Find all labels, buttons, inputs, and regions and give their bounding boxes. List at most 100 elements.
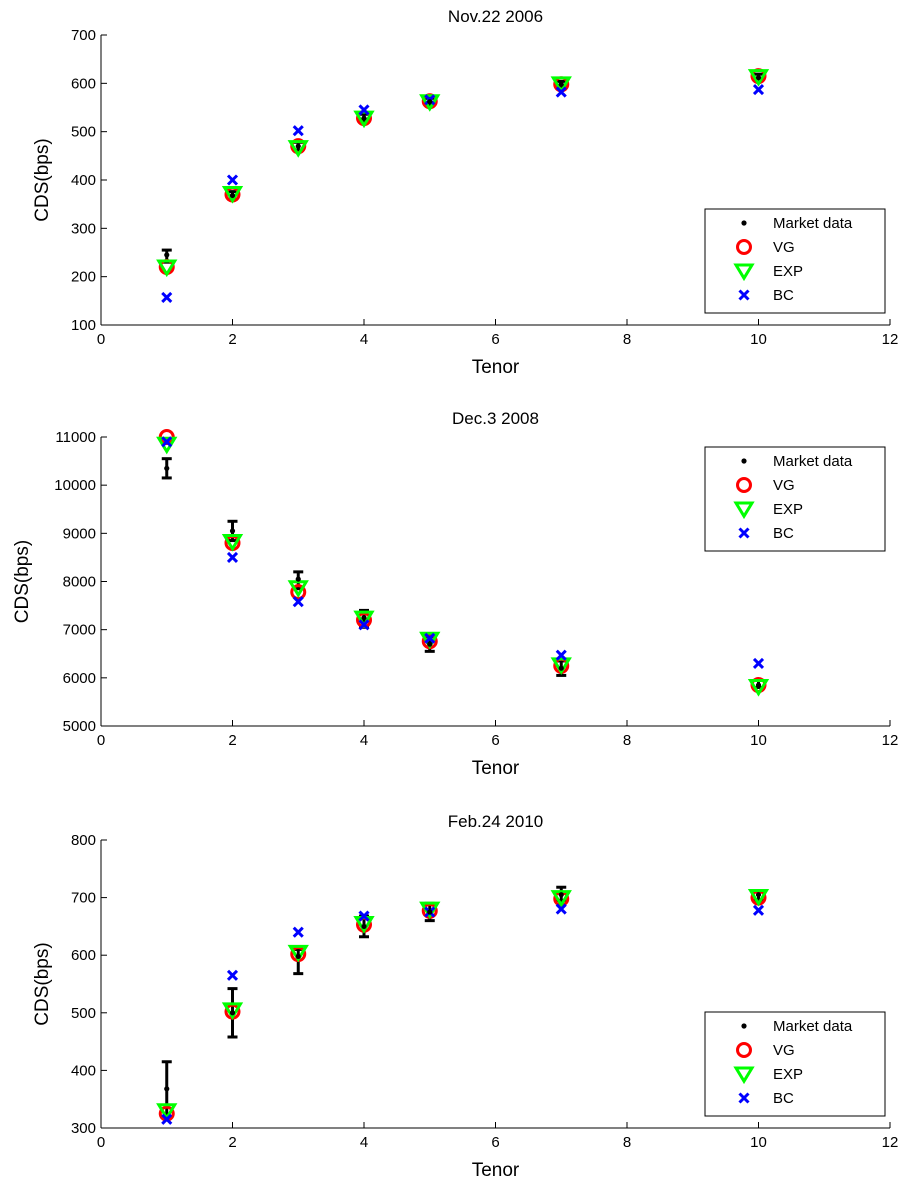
bc-point xyxy=(292,596,304,608)
series-exp xyxy=(156,69,770,278)
market-data-point xyxy=(361,615,367,621)
market-data-point xyxy=(164,465,170,471)
bc-point xyxy=(424,632,436,644)
x-tick-label: 4 xyxy=(360,732,368,749)
bc-point xyxy=(226,174,239,186)
vg-point xyxy=(290,584,307,601)
bc-point xyxy=(161,1113,173,1125)
subplot-3: Feb.24 2010 0 2 4 6 8 10 12 300 400 500 600 700 800 Te… xyxy=(32,812,898,1181)
legend-label: BC xyxy=(773,525,794,542)
series-market-data xyxy=(164,892,762,1092)
legend-label: Market data xyxy=(773,1018,853,1035)
legend-label: Market data xyxy=(773,215,853,232)
y-tick-label: 200 xyxy=(71,269,96,286)
x-tick-label: 8 xyxy=(623,1134,631,1151)
y-tick-label: 300 xyxy=(71,220,96,237)
exp-point xyxy=(550,76,572,94)
exp-point xyxy=(221,534,244,552)
x-tick-label: 2 xyxy=(228,732,236,749)
exp-point xyxy=(287,140,309,158)
x-tick-label: 8 xyxy=(623,732,631,749)
legend-marker xyxy=(736,1042,752,1058)
x-tick-label: 10 xyxy=(750,1134,767,1151)
y-tick-label: 300 xyxy=(71,1120,96,1137)
exp-point xyxy=(747,69,770,87)
exp-point xyxy=(353,110,375,129)
bc-point xyxy=(555,86,567,98)
series-vg xyxy=(158,429,767,694)
exp-point xyxy=(221,1002,244,1021)
legend-marker xyxy=(736,239,752,255)
legend-label: VG xyxy=(773,1042,795,1059)
market-data-point xyxy=(229,528,236,534)
legend-marker xyxy=(738,289,750,301)
market-data-point xyxy=(295,143,301,149)
y-tick-label: 9000 xyxy=(63,525,96,542)
market-data-point xyxy=(361,923,367,930)
market-data-point xyxy=(295,576,301,582)
x-tick-label: 6 xyxy=(491,1134,499,1151)
subplot-2: Dec.3 2008 0 2 4 6 8 10 12 5000 6000 7000 8000 9000 1… xyxy=(12,409,898,779)
bc-point xyxy=(555,903,567,915)
market-data-point xyxy=(558,892,564,898)
bc-point xyxy=(358,104,370,116)
x-tick-label: 12 xyxy=(882,1134,899,1151)
bc-point xyxy=(752,84,765,96)
x-tick-label: 8 xyxy=(623,331,631,348)
series-exp xyxy=(156,436,770,697)
y-tick-label: 7000 xyxy=(63,622,96,639)
bc-point xyxy=(752,904,765,916)
series-vg xyxy=(158,889,767,1122)
x-tick-label: 6 xyxy=(491,732,499,749)
x-axis-label: Tenor xyxy=(472,758,520,779)
legend-marker xyxy=(733,1066,755,1085)
x-axis-label: Tenor xyxy=(472,1160,520,1181)
x-tick-label: 0 xyxy=(97,1134,105,1151)
series-exp xyxy=(156,888,770,1121)
exp-point xyxy=(550,890,572,908)
legend-marker xyxy=(741,220,747,226)
bc-point xyxy=(358,910,370,922)
series-bc xyxy=(161,436,765,669)
y-tick-label: 400 xyxy=(71,172,96,189)
legend-marker xyxy=(736,477,752,493)
y-tick-label: 400 xyxy=(71,1062,96,1079)
exp-point xyxy=(747,888,770,907)
legend-marker xyxy=(733,263,755,282)
x-tick-label: 10 xyxy=(750,732,767,749)
x-tick-label: 4 xyxy=(360,331,368,348)
legend-label: EXP xyxy=(773,1066,803,1083)
exp-point xyxy=(550,657,572,675)
market-data-point xyxy=(558,81,564,87)
y-tick-label: 6000 xyxy=(63,670,96,687)
y-tick-label: 600 xyxy=(71,75,96,92)
x-tick-label: 10 xyxy=(750,331,767,348)
subplot-1: Nov.22 2006 0 2 4 6 8 10 12 100 200 300 400 500 600 70… xyxy=(32,7,898,378)
x-tick-label: 12 xyxy=(882,331,899,348)
y-tick-label: 500 xyxy=(71,1005,96,1022)
market-data-point xyxy=(558,665,564,671)
bc-point xyxy=(292,926,304,938)
series-bc xyxy=(161,903,765,1125)
legend-label: BC xyxy=(773,1090,794,1107)
legend-label: EXP xyxy=(773,263,803,280)
y-axis-label: CDS(bps) xyxy=(32,138,53,221)
market-data-point xyxy=(361,115,367,121)
bc-point xyxy=(161,291,173,304)
legend-marker xyxy=(738,1092,750,1104)
y-axis-label: CDS(bps) xyxy=(12,540,33,623)
exp-point xyxy=(156,259,178,278)
y-tick-label: 800 xyxy=(71,832,96,849)
legend-label: VG xyxy=(773,477,795,494)
x-tick-label: 2 xyxy=(228,331,236,348)
bc-point xyxy=(358,619,370,631)
market-data-point xyxy=(755,682,762,688)
market-data-point xyxy=(427,641,433,647)
x-tick-label: 12 xyxy=(882,732,899,749)
x-tick-label: 4 xyxy=(360,1134,368,1151)
y-tick-label: 600 xyxy=(71,947,96,964)
market-data-point xyxy=(295,953,301,959)
exp-point xyxy=(419,631,441,650)
market-data-point xyxy=(229,192,236,199)
